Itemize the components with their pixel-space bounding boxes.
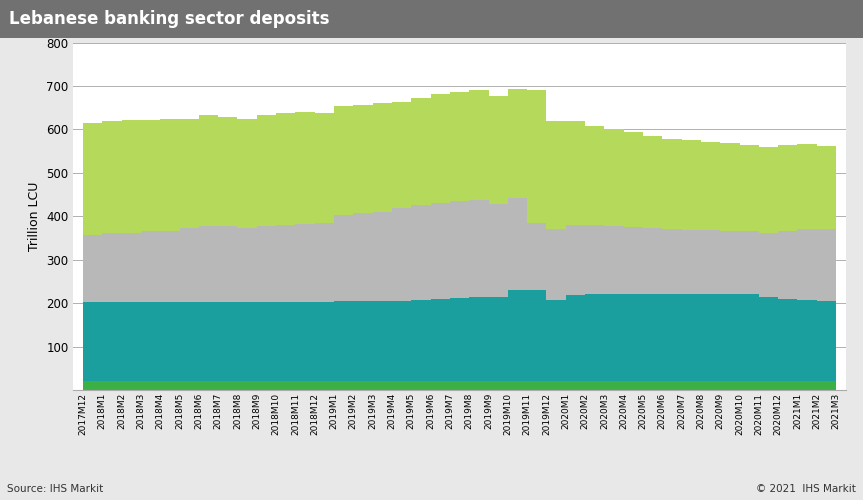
Text: © 2021  IHS Markit: © 2021 IHS Markit (756, 484, 856, 494)
Text: Lebanese banking sector deposits: Lebanese banking sector deposits (9, 10, 329, 29)
Y-axis label: Trillion LCU: Trillion LCU (28, 182, 41, 251)
Text: Source: IHS Markit: Source: IHS Markit (7, 484, 104, 494)
